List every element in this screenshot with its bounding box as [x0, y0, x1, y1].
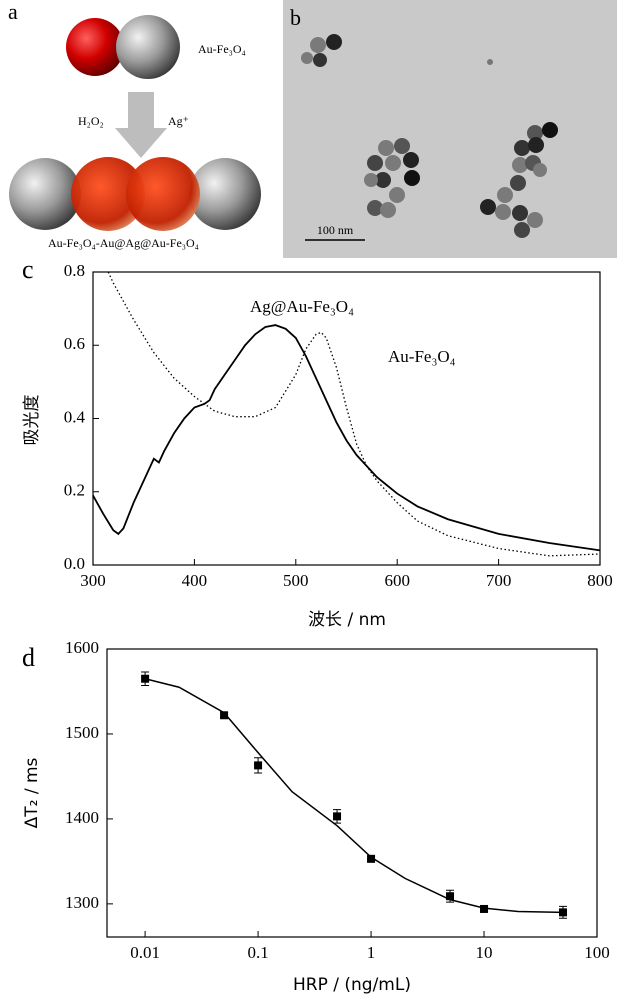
series-label: Au-Fe₃O₄ — [388, 347, 456, 366]
point — [254, 761, 263, 770]
reagent-label: Ag⁺ — [168, 114, 189, 128]
y-tick-label: 0.8 — [64, 261, 85, 280]
gray-sphere — [9, 158, 81, 230]
line — [92, 324, 601, 552]
panel-label: d — [22, 643, 35, 672]
line — [107, 271, 601, 557]
x-tick-label: 10 — [476, 943, 493, 962]
core-shell-sphere — [71, 157, 145, 231]
fit-curve — [144, 678, 564, 914]
point — [220, 711, 229, 720]
y-tick-label: 1300 — [65, 893, 99, 912]
x-tick-label: 300 — [80, 571, 106, 590]
panel-b: b 100 nm — [283, 0, 617, 258]
particle-label: Au-Fe₃O₄ — [198, 42, 246, 56]
y-axis-label: 吸光度 — [22, 395, 42, 446]
y-tick-label: 0.6 — [64, 334, 85, 353]
y-tick-label: 0.2 — [64, 481, 85, 500]
x-tick-label: 0.01 — [130, 943, 160, 962]
x-tick-label: 600 — [384, 571, 410, 590]
y-tick-label: 0.0 — [64, 554, 85, 573]
particle-label: Au-Fe₃O₄-Au@Ag@Au-Fe₃O₄ — [48, 236, 199, 250]
panel-label: a — [8, 0, 18, 24]
point — [558, 908, 567, 917]
point — [333, 812, 342, 821]
x-axis-label: HRP / (ng/mL) — [293, 975, 411, 995]
gray-sphere — [189, 158, 261, 230]
x-tick-label: 700 — [486, 571, 512, 590]
panel-label: c — [22, 255, 34, 284]
plot-frame — [106, 648, 598, 938]
x-tick-label: 800 — [587, 571, 613, 590]
particles — [301, 34, 558, 238]
panel-label: b — [290, 5, 301, 30]
panel-a: a Au-Fe₃O₄ H₂O₂ Ag⁺ Au-Fe₃O₄-Au@Ag@Au-Fe… — [8, 0, 261, 250]
arrow — [115, 92, 167, 158]
red-sphere — [66, 18, 124, 76]
plot-frame — [92, 271, 601, 566]
point — [367, 854, 376, 863]
x-tick-label: 0.1 — [247, 943, 268, 962]
point — [141, 674, 150, 683]
reagent-label: H₂O₂ — [78, 114, 104, 128]
y-axis-label: ΔT₂ / ms — [22, 757, 42, 828]
point — [480, 904, 489, 913]
x-tick-label: 100 — [584, 943, 610, 962]
series-label: Ag@Au-Fe₃O₄ — [250, 297, 354, 316]
y-tick-label: 0.4 — [64, 407, 86, 426]
x-tick-label: 400 — [182, 571, 208, 590]
x-tick-label: 1 — [367, 943, 376, 962]
x-axis-label: 波长 / nm — [308, 610, 386, 630]
y-tick-label: 1500 — [65, 723, 99, 742]
point — [446, 892, 455, 901]
x-tick-label: 500 — [283, 571, 309, 590]
y-tick-label: 1600 — [65, 638, 99, 657]
core-shell-sphere — [126, 157, 200, 231]
gray-sphere — [116, 15, 180, 79]
scale-bar-label: 100 nm — [317, 223, 354, 237]
y-tick-label: 1400 — [65, 808, 99, 827]
